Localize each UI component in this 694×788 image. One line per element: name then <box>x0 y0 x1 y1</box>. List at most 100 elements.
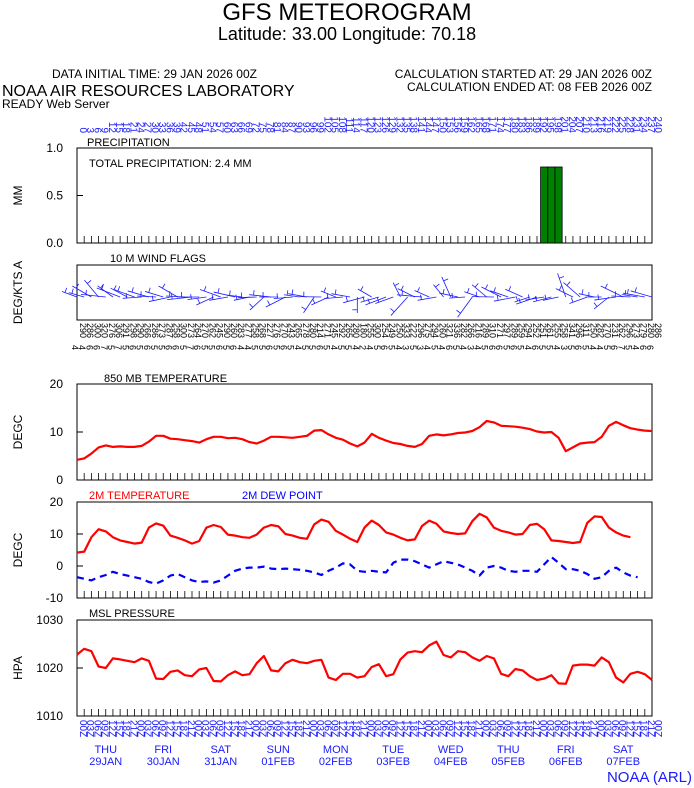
top-hour-label: 0 <box>77 127 88 133</box>
bottom-hour-label: 18Z <box>235 720 246 737</box>
wind-direction-label: 259 <box>516 323 526 338</box>
bottom-hour-label: 09Z <box>99 720 110 737</box>
wind-barb-feather <box>535 296 538 302</box>
wind-barb <box>433 284 444 298</box>
top-hour-label: 66 <box>235 122 246 134</box>
wind-speed-label: 6 <box>638 345 648 350</box>
t2m-panel <box>76 501 653 599</box>
wind-direction-label: 296 <box>624 323 634 338</box>
wind-speed-label: 7 <box>99 345 109 350</box>
dewpoint-series <box>76 555 638 585</box>
top-hour-label: 207 <box>573 116 584 133</box>
bottom-hour-label: 09Z <box>616 720 627 737</box>
bottom-hour-label: 12Z <box>163 720 174 737</box>
top-hour-label: 123 <box>372 116 383 133</box>
wind-direction-label: 258 <box>171 323 181 338</box>
bottom-hour-label: 06Z <box>609 720 620 737</box>
top-hour-label: 126 <box>379 116 390 133</box>
wind-speed-label: 5 <box>451 345 461 350</box>
wind-direction-label: 297 <box>502 323 512 338</box>
wind-barb <box>464 291 480 298</box>
bottom-hour-label: 06Z <box>379 720 390 737</box>
wind-direction-label: 260 <box>437 323 447 338</box>
wind-barb-feather <box>496 295 499 301</box>
top-hour-label: 102 <box>321 116 332 133</box>
calculation-ended: CALCULATION ENDED AT: 08 FEB 2026 00Z <box>407 80 652 94</box>
mslp-tick-label: 1030 <box>36 613 63 627</box>
top-hour-label: 120 <box>365 116 376 133</box>
wind-barb-feather <box>190 294 192 300</box>
bottom-hour-label: 21Z <box>587 720 598 737</box>
wind-barb <box>320 290 336 298</box>
bottom-hour-label: 09Z <box>501 720 512 737</box>
top-hour-label: 111 <box>343 118 354 134</box>
wind-barb <box>96 287 121 298</box>
wind-direction-label: 270 <box>279 323 289 338</box>
wind-barb <box>578 293 595 298</box>
wind-barb-feather <box>117 286 121 292</box>
top-hour-label: 174 <box>494 116 505 133</box>
wind-direction-label: 268 <box>258 323 268 338</box>
bottom-hour-label: 15Z <box>113 720 124 737</box>
wind-barb <box>237 296 257 299</box>
bottom-hour-label: 00Z <box>192 720 203 737</box>
wind-barb <box>84 279 99 298</box>
wind-barb <box>331 293 351 298</box>
wind-barb <box>449 296 466 299</box>
day-name: SUN <box>267 744 290 756</box>
wind-direction-label: 261 <box>545 323 555 338</box>
top-hour-label: 192 <box>537 116 548 133</box>
wind-barb <box>80 293 106 298</box>
wind-speed-label: 5 <box>286 345 296 350</box>
wind-barb <box>611 295 631 298</box>
wind-direction-label: 300 <box>92 323 102 338</box>
precip-title: PRECIPITATION <box>87 137 170 149</box>
wind-direction-label: 275 <box>423 323 433 338</box>
wind-barb <box>593 296 610 310</box>
bottom-hour-label: 21Z <box>415 720 426 737</box>
top-hour-label: 195 <box>544 116 555 133</box>
wind-direction-label: 245 <box>330 323 340 338</box>
wind-barb <box>516 296 538 305</box>
bottom-hour-label: 03Z <box>142 720 153 737</box>
wind-direction-label: 341 <box>567 323 577 338</box>
wind-direction-label: 265 <box>294 323 304 338</box>
wind-speed-label: 5 <box>343 345 353 350</box>
wind-barb-feather <box>456 309 461 314</box>
t850-tick-label: 20 <box>50 377 64 391</box>
bottom-hour-label: 15Z <box>285 720 296 737</box>
wind-direction-label: 262 <box>617 323 627 338</box>
wind-direction-label: 311 <box>581 323 591 337</box>
wind-direction-label: 227 <box>265 323 275 338</box>
wind-barb-feather <box>493 287 496 293</box>
wind-direction-label: 283 <box>236 323 246 338</box>
wind-speed-label: 4 <box>437 345 447 350</box>
day-name: FRI <box>154 744 172 756</box>
wind-speed-label: 5 <box>178 345 188 350</box>
wind-barb <box>490 290 509 298</box>
bottom-hour-label: 06Z <box>149 720 160 737</box>
wind-direction-label: 271 <box>322 323 332 338</box>
wind-barb-feather <box>291 289 294 295</box>
top-hour-label: 39 <box>170 122 181 134</box>
top-hour-label: 57 <box>214 122 225 134</box>
wind-barb-feather <box>627 288 629 295</box>
wind-direction-label: 291 <box>121 323 131 338</box>
bottom-hour-label: 00Z <box>652 720 663 737</box>
wind-speed-label: 5 <box>106 345 116 350</box>
wind-barb-feather <box>597 294 600 300</box>
bottom-hour-label: 00Z <box>595 720 606 737</box>
wind-barb <box>283 294 300 298</box>
wind-barb <box>167 296 193 301</box>
page-title: GFS METEOROGRAM <box>222 0 472 26</box>
wind-barb <box>594 296 617 301</box>
wind-barb <box>213 291 236 298</box>
wind-barb <box>68 292 85 298</box>
wind-speed-label: 6 <box>645 345 655 350</box>
bottom-hour-label: 15Z <box>343 720 354 737</box>
top-hour-label: 90 <box>293 122 304 134</box>
wind-barb-feather <box>345 296 348 302</box>
wind-barb <box>144 291 164 298</box>
wind-speed-label: 6 <box>530 345 540 350</box>
wind-speed-label: 4 <box>393 345 403 350</box>
